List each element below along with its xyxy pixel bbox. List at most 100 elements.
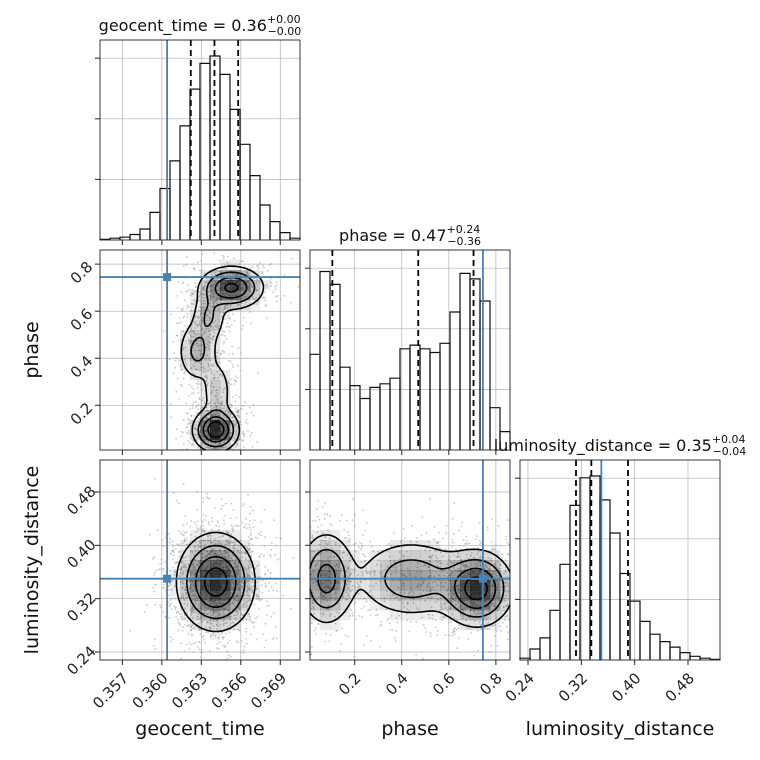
sample-point	[239, 617, 242, 620]
sample-point	[232, 628, 235, 631]
sample-point	[189, 586, 192, 589]
density-cell	[220, 270, 231, 281]
sample-point	[188, 419, 191, 422]
density-cell	[210, 440, 221, 451]
sample-point	[246, 422, 249, 425]
sample-point	[412, 602, 415, 604]
sample-point	[219, 353, 222, 355]
sample-point	[177, 359, 180, 361]
sample-point	[188, 394, 190, 397]
sample-point	[252, 266, 254, 268]
sample-point	[175, 357, 178, 359]
sample-point	[216, 370, 219, 373]
sample-point	[211, 520, 214, 523]
sample-point	[182, 419, 185, 422]
sample-point	[237, 411, 240, 413]
sample-point	[217, 376, 220, 379]
sample-point	[173, 554, 176, 557]
sample-point	[205, 379, 208, 382]
sample-point	[233, 379, 236, 382]
sample-point	[189, 534, 192, 536]
sample-point	[352, 614, 354, 617]
sample-point	[207, 446, 210, 449]
sample-point	[244, 551, 246, 554]
sample-point	[164, 536, 167, 539]
sample-point	[437, 629, 439, 632]
sample-point	[424, 627, 427, 629]
sample-point	[249, 512, 251, 515]
sample-point	[421, 516, 424, 518]
sample-point	[320, 524, 323, 527]
sample-point	[191, 293, 194, 296]
sample-point	[176, 322, 179, 325]
sample-point	[328, 640, 331, 643]
density-cell	[460, 550, 471, 561]
sample-point	[181, 573, 184, 575]
sample-point	[238, 599, 241, 601]
sample-point	[173, 562, 176, 565]
sample-point	[257, 301, 260, 304]
sample-point	[347, 530, 349, 533]
sample-point	[329, 522, 332, 525]
density-cell	[470, 620, 481, 631]
sample-point	[188, 288, 191, 291]
sample-point	[194, 600, 197, 603]
sample-point	[149, 533, 152, 536]
sample-point	[177, 618, 180, 621]
sample-point	[222, 312, 225, 315]
sample-point	[201, 253, 204, 256]
sample-point	[257, 372, 259, 375]
sample-point	[198, 291, 201, 293]
sample-point	[183, 623, 186, 626]
density-cell	[500, 610, 511, 621]
sample-point	[189, 442, 191, 445]
sample-point	[389, 628, 392, 631]
hist-bar	[359, 397, 371, 450]
sample-point	[505, 538, 508, 541]
density-cell	[410, 550, 421, 561]
density-cell	[190, 340, 201, 351]
sample-point	[238, 607, 241, 610]
x-tick-label: 0.24	[502, 669, 538, 705]
sample-point	[411, 524, 414, 527]
sample-point	[230, 655, 232, 658]
density-cell	[200, 550, 211, 561]
sample-point	[176, 428, 179, 431]
sample-point	[179, 624, 182, 627]
sample-point	[232, 257, 235, 260]
sample-point	[215, 543, 217, 545]
sample-point	[205, 515, 207, 517]
sample-point	[250, 556, 253, 559]
sample-point	[221, 374, 224, 377]
sample-point	[194, 599, 197, 602]
sample-point	[184, 556, 187, 559]
sample-point	[218, 525, 220, 527]
sample-point	[217, 636, 220, 639]
sample-point	[183, 650, 186, 653]
sample-point	[220, 271, 222, 273]
sample-point	[442, 537, 445, 540]
sample-point	[230, 541, 233, 544]
sample-point	[400, 539, 403, 541]
sample-point	[237, 347, 240, 349]
density-cell	[170, 570, 181, 581]
sample-point	[176, 307, 179, 309]
sample-point	[187, 304, 190, 307]
sample-point	[211, 517, 214, 519]
sample-point	[182, 431, 184, 434]
sample-point	[236, 641, 239, 644]
density-cell	[210, 630, 221, 641]
sample-point	[185, 402, 187, 405]
sample-point	[208, 347, 211, 350]
sample-point	[492, 602, 495, 605]
sample-point	[229, 304, 232, 307]
sample-point	[246, 600, 249, 603]
sample-point	[269, 553, 271, 556]
sample-point	[197, 544, 200, 546]
density-cell	[210, 360, 221, 371]
density-cell	[240, 600, 251, 611]
sample-point	[224, 552, 226, 554]
sample-point	[191, 590, 194, 593]
sample-point	[179, 581, 182, 583]
sample-point	[204, 417, 207, 420]
